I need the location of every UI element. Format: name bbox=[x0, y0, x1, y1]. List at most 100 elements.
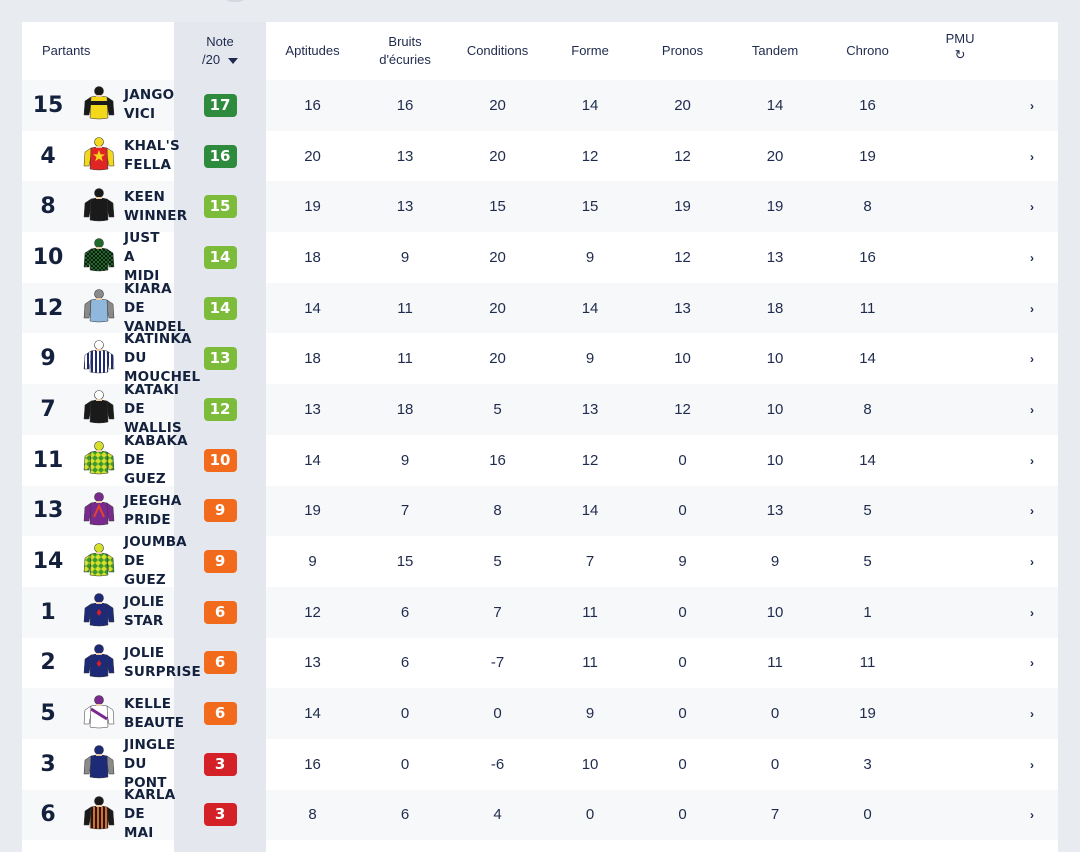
row-expand[interactable]: › bbox=[1006, 688, 1058, 739]
chevron-right-icon[interactable]: › bbox=[1030, 453, 1035, 468]
chrono-score: 5 bbox=[821, 485, 915, 537]
horse-name[interactable]: KATINKA DU MOUCHEL bbox=[124, 331, 200, 385]
forme-score: 9 bbox=[544, 688, 637, 739]
note-cell: 14 bbox=[174, 283, 266, 334]
row-expand[interactable]: › bbox=[1006, 384, 1058, 435]
forme-score: 10 bbox=[581, 755, 599, 773]
pronos-score: 0 bbox=[678, 654, 687, 672]
conditions-score: 16 bbox=[489, 451, 506, 469]
chevron-right-icon[interactable]: › bbox=[1030, 605, 1035, 620]
pronos-score: 10 bbox=[674, 350, 691, 368]
horse-name[interactable]: KELLE BEAUTE bbox=[124, 688, 184, 739]
tandem-score: 13 bbox=[766, 248, 784, 266]
table-row[interactable]: 2 JOLIE SURPRISE 6 13 6 -7 11 0 11 11 › bbox=[22, 638, 1058, 689]
table-row[interactable]: 15 JANGO VICI 17 16 16 20 14 20 14 16 › bbox=[22, 80, 1058, 131]
row-expand[interactable]: › bbox=[1006, 333, 1058, 384]
horse-name[interactable]: KEEN WINNER bbox=[124, 181, 187, 233]
horse-name[interactable]: JOUMBA DE GUEZ bbox=[124, 534, 187, 588]
pronos-score: 12 bbox=[636, 384, 730, 435]
pmu-cell bbox=[914, 131, 1006, 182]
horse-name[interactable]: KARLA DE MAI bbox=[124, 787, 175, 841]
row-expand[interactable]: › bbox=[1006, 485, 1058, 537]
table-row[interactable]: 13 JEEGHA PRIDE 9 19 7 8 14 0 13 5 › bbox=[22, 485, 1058, 537]
header-partants: Partants bbox=[42, 43, 91, 58]
header-conditions[interactable]: Conditions bbox=[466, 43, 529, 58]
horse-name[interactable]: KATAKI DE WALLIS bbox=[124, 381, 182, 436]
sort-down-icon[interactable] bbox=[228, 57, 239, 64]
runner-number: 9 bbox=[40, 346, 56, 372]
horse-name-part: KATAKI bbox=[124, 381, 180, 398]
table-row[interactable]: 3 JINGLE DU PONT 3 16 0 -6 10 0 0 3 › bbox=[22, 737, 1058, 791]
chevron-right-icon[interactable]: › bbox=[1030, 149, 1035, 164]
row-expand[interactable]: › bbox=[1006, 435, 1058, 486]
horse-name[interactable]: KHAL'S FELLA bbox=[124, 131, 180, 182]
table-row[interactable]: 7 KATAKI DE WALLIS 12 13 18 5 13 12 10 8 › bbox=[22, 381, 1058, 436]
row-expand[interactable]: › bbox=[1006, 282, 1058, 334]
tandem-score: 7 bbox=[729, 789, 822, 841]
header-note-sort[interactable]: Note /20 bbox=[174, 22, 266, 80]
horse-name[interactable]: JUST A MIDI bbox=[124, 230, 174, 284]
header-bruits[interactable]: Bruits d'écuries bbox=[359, 22, 451, 80]
header-pmu[interactable]: PMU ↻ bbox=[914, 22, 1006, 80]
horse-name-part: SURPRISE bbox=[124, 663, 201, 680]
chevron-right-icon[interactable]: › bbox=[1030, 352, 1035, 367]
header-chrono[interactable]: Chrono bbox=[846, 43, 889, 58]
row-expand[interactable]: › bbox=[1006, 789, 1058, 841]
table-row[interactable]: 6 KARLA DE MAI 3 8 6 4 0 0 7 0 › bbox=[22, 787, 1058, 841]
note-badge: 9 bbox=[203, 499, 237, 523]
chevron-right-icon[interactable]: › bbox=[1030, 808, 1035, 823]
chevron-right-icon[interactable]: › bbox=[1030, 402, 1035, 417]
bruits-score: 18 bbox=[359, 384, 452, 435]
horse-name[interactable]: KIARA DE VANDEL bbox=[124, 281, 185, 335]
table-row[interactable]: 4 KHAL'S FELLA 16 20 13 20 12 12 20 19 › bbox=[22, 131, 1058, 182]
runner-number: 7 bbox=[22, 384, 74, 435]
row-expand[interactable]: › bbox=[1006, 80, 1058, 131]
header-tandem[interactable]: Tandem bbox=[751, 43, 799, 58]
horse-name-part: FELLA bbox=[124, 157, 172, 174]
note-badge: 3 bbox=[203, 803, 237, 827]
row-expand[interactable]: › bbox=[1006, 232, 1058, 283]
header-forme[interactable]: Forme bbox=[571, 43, 609, 58]
jockey-silk-icon bbox=[74, 789, 124, 841]
horse-name[interactable]: JOLIE STAR bbox=[124, 586, 175, 638]
conditions-score: 20 bbox=[489, 248, 506, 266]
row-expand[interactable]: › bbox=[1006, 131, 1058, 182]
chevron-right-icon[interactable]: › bbox=[1030, 250, 1035, 265]
row-expand[interactable]: › bbox=[1006, 536, 1058, 587]
table-row[interactable]: 5 KELLE BEAUTE 6 14 0 0 9 0 0 19 › bbox=[22, 688, 1058, 739]
pmu-cell bbox=[914, 181, 1007, 233]
table-row[interactable]: 14 JOUMBA DE GUEZ 9 9 15 5 7 9 9 5 › bbox=[22, 534, 1058, 588]
horse-name[interactable]: JANGO VICI bbox=[124, 80, 174, 131]
horse-name-part: DU bbox=[124, 350, 147, 367]
partants-table: Partants Note /20 Aptitudes Bruits d'écu… bbox=[22, 22, 1058, 841]
chevron-right-icon[interactable]: › bbox=[1030, 707, 1035, 722]
row-expand[interactable]: › bbox=[1006, 638, 1058, 689]
chevron-right-icon[interactable]: › bbox=[1030, 301, 1035, 316]
chevron-right-icon[interactable]: › bbox=[1030, 98, 1035, 113]
chevron-right-icon[interactable]: › bbox=[1030, 200, 1035, 215]
chevron-right-icon[interactable]: › bbox=[1030, 555, 1035, 570]
horse-name[interactable]: KABAKA DE GUEZ bbox=[124, 433, 188, 487]
table-row[interactable]: 12 KIARA DE VANDEL 14 14 11 20 14 13 18 11 › bbox=[22, 281, 1058, 335]
refresh-icon[interactable]: ↻ bbox=[954, 47, 966, 62]
chevron-right-icon[interactable]: › bbox=[1030, 757, 1035, 772]
chevron-right-icon[interactable]: › bbox=[1030, 656, 1035, 671]
table-row[interactable]: 8 KEEN WINNER 15 19 13 15 15 19 19 8 › bbox=[22, 181, 1058, 233]
horse-name-part: DE bbox=[124, 400, 145, 417]
header-pronos[interactable]: Pronos bbox=[661, 43, 704, 58]
horse-name[interactable]: JINGLE DU PONT bbox=[124, 737, 175, 791]
row-expand[interactable]: › bbox=[1006, 586, 1058, 638]
chrono-score: 3 bbox=[863, 755, 872, 773]
table-row[interactable]: 10 JUST A MIDI 14 18 9 20 9 12 13 16 › bbox=[22, 230, 1058, 284]
horse-name[interactable]: JEEGHA PRIDE bbox=[124, 485, 181, 537]
table-row[interactable]: 1 JOLIE STAR 6 12 6 7 11 0 10 1 › bbox=[22, 586, 1058, 638]
row-expand[interactable]: › bbox=[1006, 739, 1058, 790]
forme-score: 12 bbox=[581, 147, 599, 165]
horse-name[interactable]: JOLIE SURPRISE bbox=[124, 638, 201, 689]
header-aptitudes[interactable]: Aptitudes bbox=[285, 43, 340, 58]
table-row[interactable]: 9 KATINKA DU MOUCHEL 13 18 11 20 9 10 10 14 › bbox=[22, 331, 1058, 385]
chevron-right-icon[interactable]: › bbox=[1030, 504, 1035, 519]
row-expand[interactable]: › bbox=[1006, 181, 1058, 233]
table-row[interactable]: 11 KABAKA DE GUEZ 10 14 9 16 12 0 10 14 › bbox=[22, 433, 1058, 487]
header-spacer bbox=[1006, 22, 1058, 80]
